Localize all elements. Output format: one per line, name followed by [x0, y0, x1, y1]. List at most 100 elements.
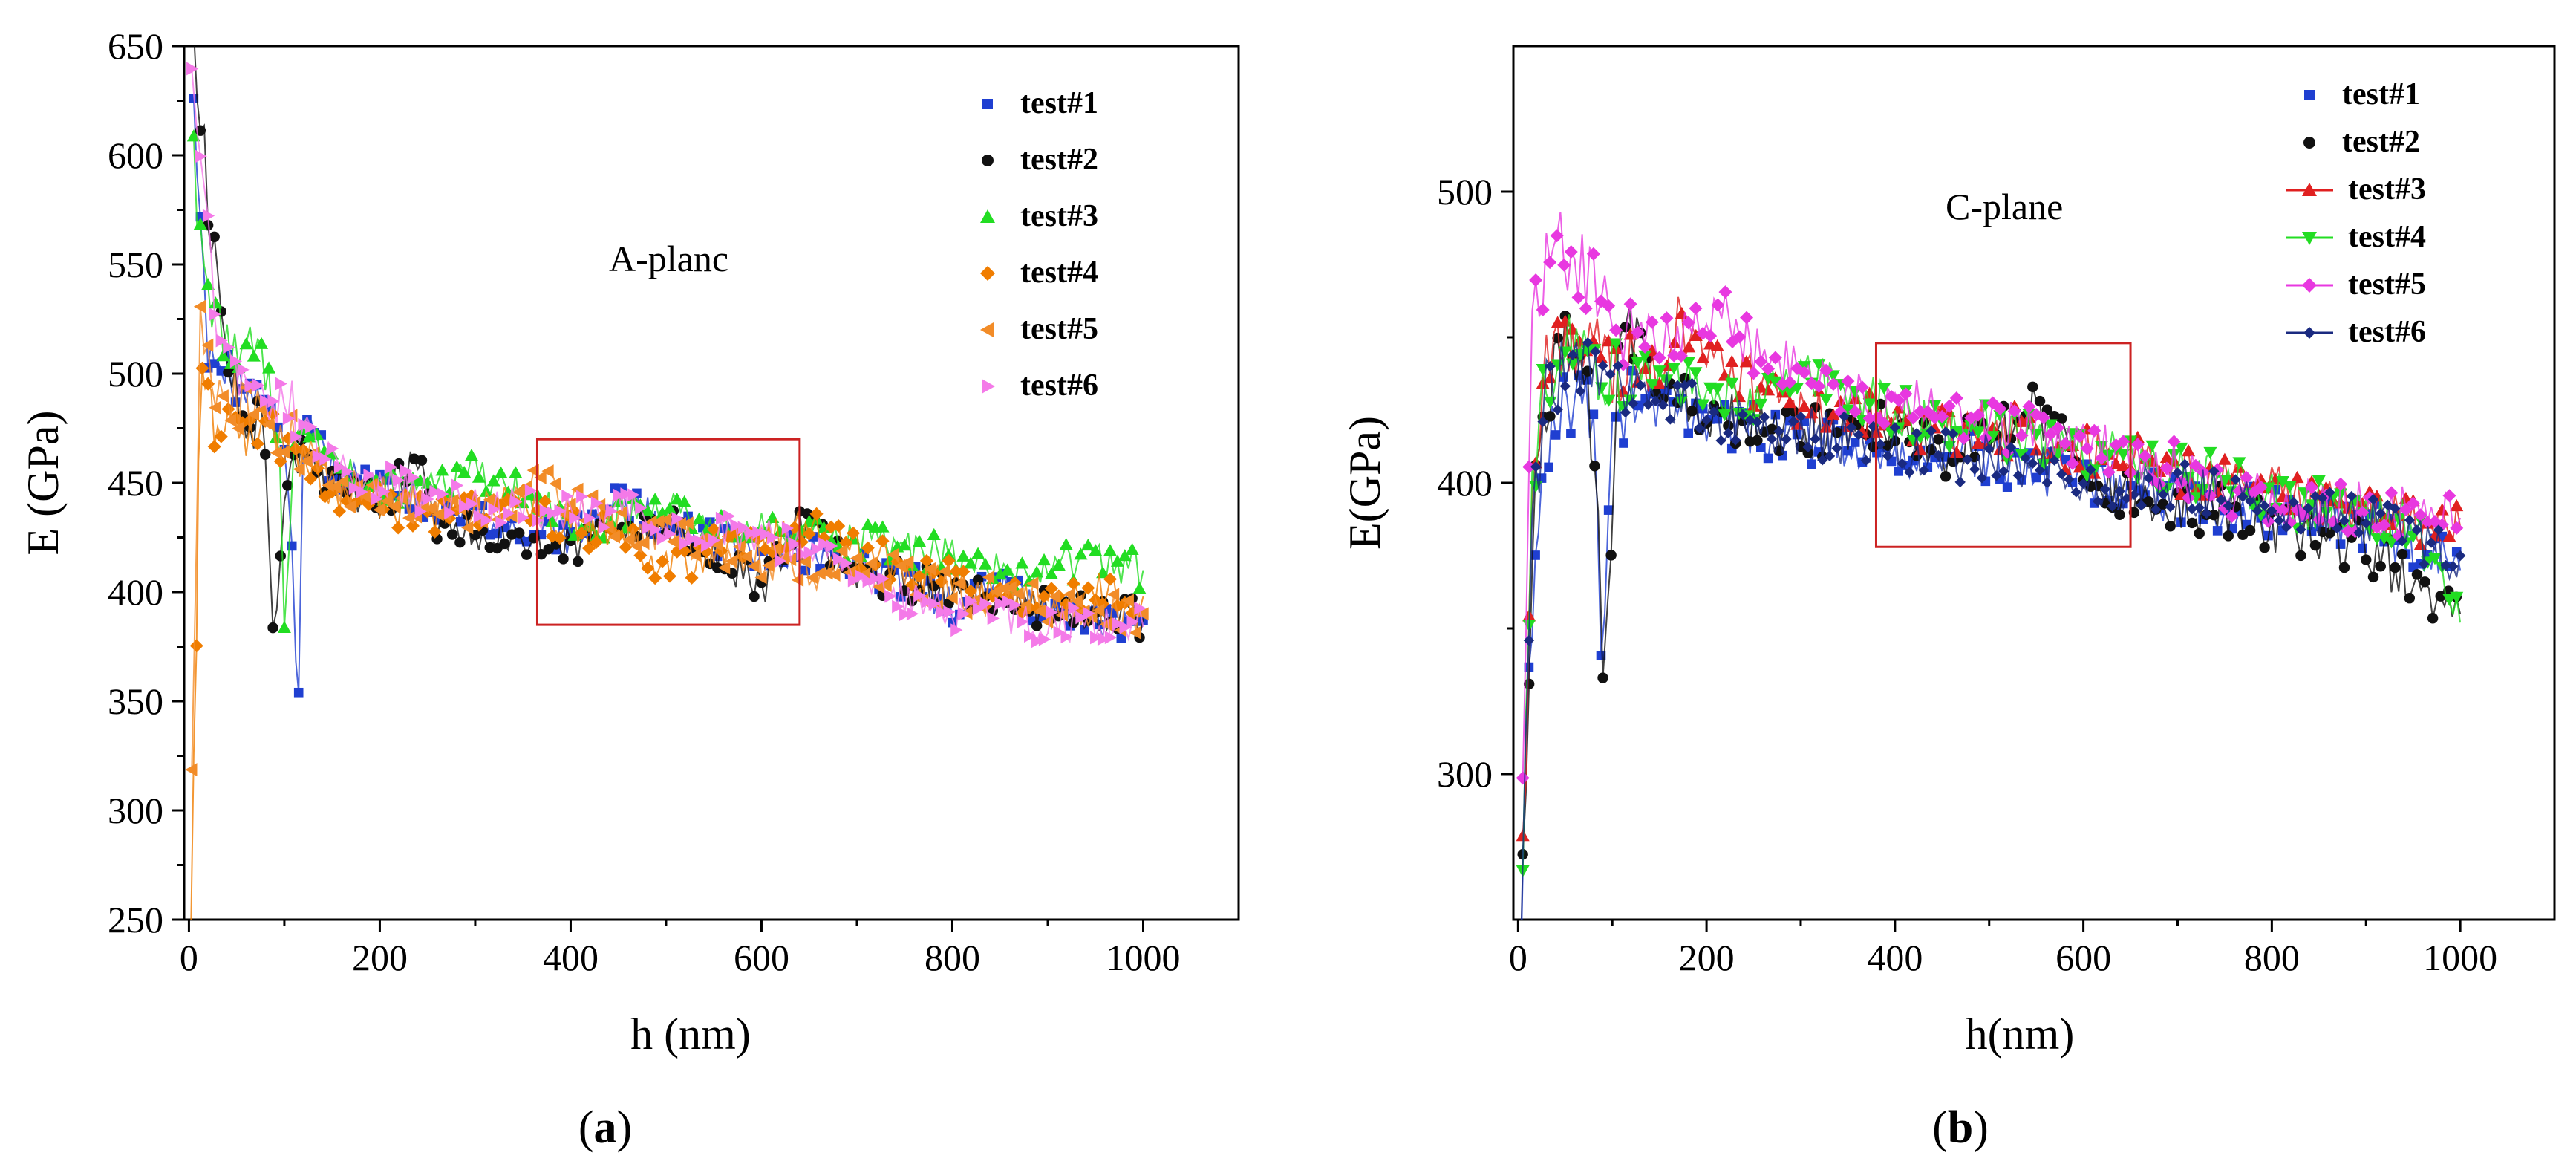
- data-point: [730, 519, 743, 533]
- data-point: [2194, 527, 2205, 539]
- data-point: [2353, 527, 2364, 539]
- x-tick-label: 0: [1509, 937, 1527, 978]
- data-point: [371, 492, 383, 506]
- series-test4: [189, 361, 1147, 920]
- data-point: [1046, 605, 1058, 620]
- data-point: [747, 559, 760, 573]
- data-point: [2399, 502, 2413, 516]
- data-point: [1833, 394, 1848, 407]
- data-point: [913, 588, 926, 602]
- data-point: [692, 512, 706, 524]
- data-point: [2116, 458, 2130, 472]
- data-point: [209, 308, 221, 322]
- data-point: [701, 539, 714, 553]
- data-point: [1911, 427, 1923, 439]
- data-point: [1597, 672, 1608, 683]
- data-point: [1846, 422, 1857, 433]
- data-point: [1638, 339, 1652, 354]
- data-point: [554, 504, 567, 518]
- data-point: [1747, 399, 1761, 412]
- data-point: [2454, 550, 2466, 562]
- x-tick-label: 200: [1679, 937, 1735, 978]
- panel-caption: (b): [1932, 1102, 1989, 1153]
- data-point: [2058, 436, 2073, 450]
- data-point: [400, 464, 413, 478]
- data-point: [1582, 337, 1594, 348]
- data-point: [627, 488, 640, 502]
- data-point: [2036, 458, 2050, 472]
- data-point: [348, 481, 361, 495]
- series-line: [191, 68, 1144, 644]
- data-point: [1725, 354, 1739, 367]
- data-point: [656, 554, 670, 568]
- data-point: [1761, 362, 1776, 376]
- data-point: [1841, 404, 1855, 417]
- data-point: [247, 407, 260, 421]
- data-point: [2244, 495, 2256, 507]
- legend-label: test#3: [2348, 172, 2426, 207]
- data-point: [1807, 459, 1816, 469]
- data-point: [1897, 458, 1908, 469]
- data-point: [688, 548, 701, 562]
- data-point: [1037, 590, 1051, 604]
- data-point: [2276, 476, 2290, 489]
- data-point: [373, 503, 385, 517]
- data-point: [1044, 582, 1058, 596]
- series-line: [1521, 370, 2462, 920]
- data-point: [2223, 500, 2234, 512]
- data-point: [458, 499, 472, 513]
- data-point: [1112, 617, 1124, 631]
- data-point: [1935, 409, 1949, 423]
- data-point: [2087, 423, 2101, 438]
- data-point: [1516, 771, 1530, 785]
- data-point: [1551, 430, 1561, 440]
- caption-open: (: [1932, 1102, 1948, 1153]
- data-point: [2355, 505, 2370, 519]
- data-point: [2404, 593, 2416, 604]
- data-point: [510, 495, 523, 509]
- data-point: [1044, 567, 1058, 579]
- legend-item: test#3: [980, 199, 1098, 233]
- data-point: [769, 542, 782, 556]
- data-point: [2034, 464, 2046, 476]
- x-tick-label: 0: [180, 937, 198, 978]
- data-point: [1623, 297, 1637, 311]
- data-point: [2099, 484, 2111, 495]
- data-point: [185, 763, 198, 777]
- data-point: [1545, 411, 1556, 422]
- data-point: [526, 464, 539, 478]
- data-point: [333, 504, 347, 519]
- data-point: [1103, 572, 1118, 586]
- legend-marker: [980, 209, 995, 223]
- y-tick-label: 450: [108, 462, 163, 504]
- data-point: [1773, 426, 1784, 437]
- data-point: [2450, 498, 2464, 512]
- data-point: [1686, 406, 1698, 417]
- data-point: [2114, 485, 2125, 497]
- data-point: [2390, 503, 2401, 514]
- data-point: [2254, 480, 2268, 494]
- data-point: [1739, 355, 1753, 368]
- data-point: [1116, 633, 1126, 643]
- data-point: [1125, 542, 1139, 556]
- data-point: [216, 349, 230, 362]
- data-point: [826, 539, 838, 553]
- data-point: [1819, 363, 1833, 377]
- data-point: [363, 468, 376, 482]
- data-point: [2116, 435, 2130, 449]
- data-point: [1783, 395, 1797, 409]
- data-point: [260, 449, 271, 460]
- data-point: [2375, 561, 2386, 572]
- data-point: [2095, 441, 2109, 453]
- data-point: [1635, 380, 1646, 391]
- data-point: [1589, 461, 1600, 472]
- data-point: [613, 488, 625, 502]
- legend-label: test#2: [1020, 143, 1098, 177]
- series-line: [191, 306, 1144, 770]
- y-axis-label: E (GPa): [19, 411, 68, 556]
- data-point: [835, 545, 848, 559]
- data-point: [576, 490, 589, 504]
- x-tick-label: 800: [2244, 937, 2300, 978]
- data-point: [310, 427, 324, 441]
- data-point: [2121, 493, 2133, 504]
